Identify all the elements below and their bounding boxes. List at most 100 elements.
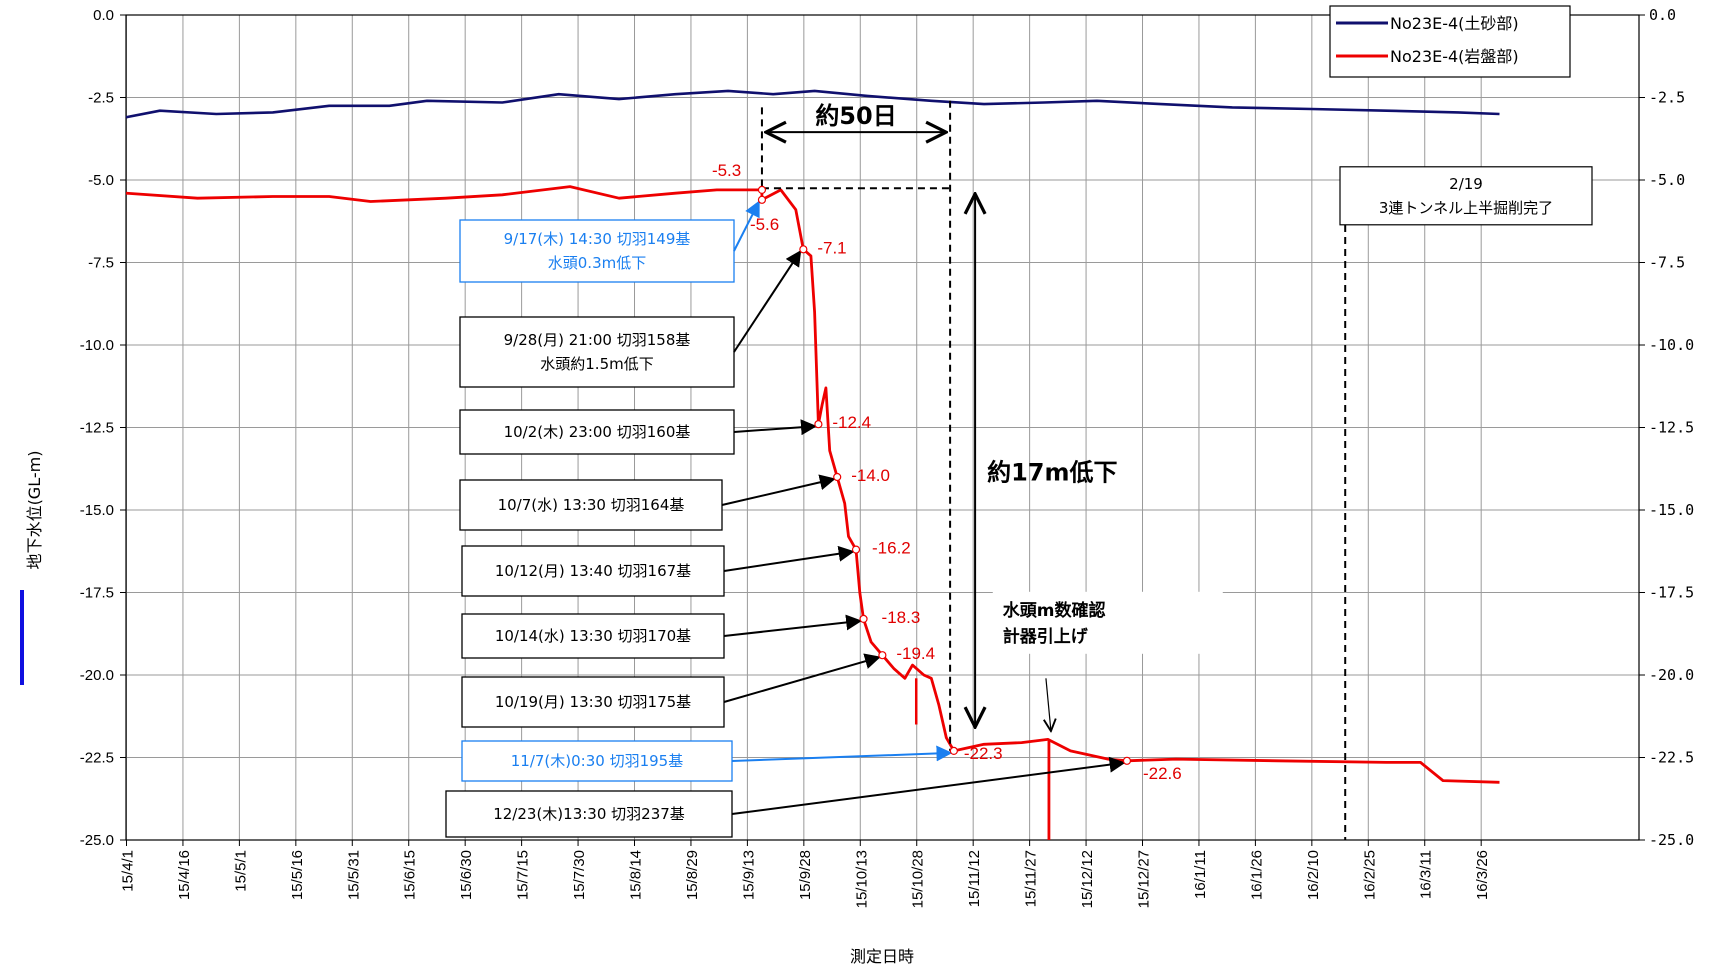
callout-box <box>461 676 725 728</box>
callout-text: 水頭約1.5m低下 <box>540 355 653 373</box>
y-tick-label-right: 0.0 <box>1649 6 1676 24</box>
x-tick-label: 16/3/11 <box>1418 850 1435 899</box>
callout-box <box>459 479 723 531</box>
x-tick-label: 15/12/12 <box>1079 850 1096 908</box>
y-tick-label: 0.0 <box>93 7 114 24</box>
y-tick-label: -10.0 <box>80 337 114 354</box>
instrument-label: 水頭m数確認 <box>1003 600 1106 621</box>
callout-text: 12/23(木)13:30 切羽237基 <box>493 805 685 823</box>
event-date: 2/19 <box>1449 175 1483 193</box>
y-tick-label: -7.5 <box>88 255 114 272</box>
x-tick-label: 16/1/11 <box>1192 850 1209 899</box>
y-tick-label: -20.0 <box>80 667 114 684</box>
value-marker <box>833 472 842 482</box>
y-tick-label: -22.5 <box>80 750 114 767</box>
instrument-bg <box>992 591 1223 654</box>
value-marker <box>1122 756 1132 765</box>
x-tick-label: 15/7/15 <box>515 850 532 900</box>
callout-arrow <box>733 200 760 252</box>
value-labels: -5.3 -5.6 -7.1 -12.4 -14.0 -16.2 -18.3 -19.4 -22… <box>712 161 1182 783</box>
x-tick-label: 15/4/16 <box>176 850 193 900</box>
y-tick-label: -2.5 <box>88 90 114 107</box>
y-tick-label-right: -15.0 <box>1649 501 1694 519</box>
callout-text: 10/2(木) 23:00 切羽160基 <box>504 423 691 441</box>
value-marker <box>814 420 823 429</box>
x-tick-label: 16/1/26 <box>1248 850 1265 900</box>
x-tick-label: 15/5/16 <box>289 850 306 900</box>
x-tick-label: 15/11/12 <box>966 850 983 907</box>
x-tick-label: 15/7/30 <box>571 850 588 900</box>
callout-text: 9/17(木) 14:30 切羽149基 <box>504 230 691 248</box>
y-tick-label-right: -25.0 <box>1649 831 1694 849</box>
value-label: -22.3 <box>964 744 1003 763</box>
y-tick-label: -5.0 <box>88 172 114 189</box>
x-tick-label: 15/10/28 <box>910 850 927 908</box>
value-marker <box>851 545 861 554</box>
span-label: 約50日 <box>815 102 896 130</box>
event-box-0219 <box>1339 166 1593 226</box>
callout-box <box>461 613 725 659</box>
y-axis-left: 0.0 -2.5 -5.0 -7.5 -10.0 -12.5 -15.0 -17.5 -20.0… <box>80 7 126 849</box>
x-tick-label: 15/10/13 <box>853 850 870 908</box>
value-label: -7.1 <box>817 238 846 257</box>
y-tick-label: -12.5 <box>80 420 114 437</box>
x-tick-label: 15/12/27 <box>1136 850 1153 908</box>
instrument-label: 計器引上げ <box>1003 626 1089 647</box>
value-marker <box>949 746 958 756</box>
y-axis-title: 地下水位(GL-m) <box>25 451 44 570</box>
callout-text: 11/7(木)0:30 切羽195基 <box>511 752 683 770</box>
y-tick-label-right: -2.5 <box>1649 89 1685 107</box>
y-tick-label-right: -12.5 <box>1649 419 1694 437</box>
callout-text: 水頭0.3m低下 <box>548 254 646 272</box>
instrument-pointer <box>1046 678 1051 731</box>
callout-arrow <box>733 419 817 436</box>
value-marker <box>878 651 887 660</box>
x-axis-title: 測定日時 <box>850 947 914 966</box>
callout-arrow <box>723 653 881 703</box>
y-tick-label-right: -5.0 <box>1649 171 1685 189</box>
x-tick-label: 15/5/1 <box>232 850 249 892</box>
value-label: -18.3 <box>882 608 921 627</box>
callout-arrow <box>723 614 863 637</box>
series-line-soil <box>125 89 1500 119</box>
x-tick-label: 15/6/30 <box>458 850 475 900</box>
y-tick-label: -15.0 <box>80 502 114 519</box>
callout-arrow <box>721 474 836 506</box>
series-line-rock <box>125 185 1500 784</box>
value-label: -5.3 <box>712 161 741 180</box>
callout-text: 10/14(水) 13:30 切羽170基 <box>495 627 691 645</box>
x-tick-label: 15/8/29 <box>684 850 701 900</box>
series <box>125 89 1500 840</box>
callout-box <box>445 790 733 838</box>
legend: No23E-4(土砂部) No23E-4(岩盤部) <box>1329 5 1571 78</box>
callout-box <box>459 409 735 455</box>
callout-arrow <box>733 249 802 353</box>
drop-label: 約17m低下 <box>987 458 1117 486</box>
value-marker <box>757 195 767 204</box>
value-marker <box>859 614 868 624</box>
x-tick-label: 15/4/1 <box>120 850 137 892</box>
x-tick-label: 15/5/31 <box>345 850 362 900</box>
y-axis-title-swatch <box>20 590 24 685</box>
callout-text: 10/7(水) 13:30 切羽164基 <box>498 496 685 514</box>
event-text: 3連トンネル上半掘削完了 <box>1379 199 1553 217</box>
callout-box <box>459 219 735 283</box>
x-tick-label: 15/9/13 <box>740 850 757 900</box>
x-tick-label: 16/2/10 <box>1305 850 1322 900</box>
x-tick-label: 16/2/25 <box>1361 850 1378 900</box>
x-tick-label: 15/6/15 <box>402 850 419 900</box>
x-tick-label: 15/9/28 <box>797 850 814 900</box>
x-tick-label: 15/8/14 <box>628 850 645 900</box>
callout-box <box>459 316 735 388</box>
legend-label: No23E-4(土砂部) <box>1390 14 1519 33</box>
y-tick-label-right: -10.0 <box>1649 336 1694 354</box>
callout-arrow <box>731 745 953 762</box>
callout-text: 10/19(月) 13:30 切羽175基 <box>495 693 691 711</box>
value-label: -19.4 <box>896 644 935 663</box>
x-tick-label: 15/11/27 <box>1023 850 1040 907</box>
y-tick-label-right: -17.5 <box>1649 584 1694 602</box>
y-axis-right: 0.0 -2.5 -5.0 -7.5 -10.0 -12.5 -15.0 -17.5 -20.0… <box>1639 6 1694 849</box>
